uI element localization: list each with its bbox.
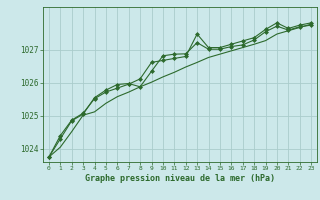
X-axis label: Graphe pression niveau de la mer (hPa): Graphe pression niveau de la mer (hPa) <box>85 174 275 183</box>
